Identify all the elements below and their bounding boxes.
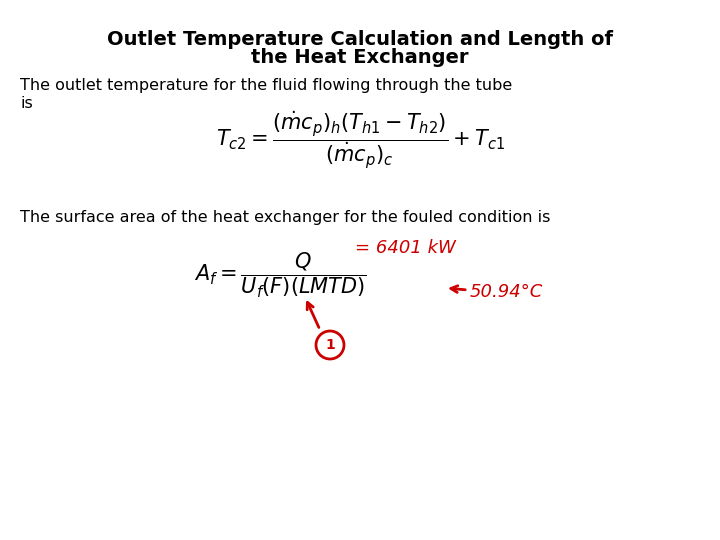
Text: Outlet Temperature Calculation and Length of: Outlet Temperature Calculation and Lengt… bbox=[107, 30, 613, 49]
Text: = 6401 kW: = 6401 kW bbox=[355, 239, 456, 257]
Text: 50.94°C: 50.94°C bbox=[470, 283, 544, 301]
Text: 1: 1 bbox=[325, 338, 335, 352]
Text: $A_f = \dfrac{Q}{U_f(F)(LMTD)}$: $A_f = \dfrac{Q}{U_f(F)(LMTD)}$ bbox=[194, 251, 366, 300]
Text: the Heat Exchanger: the Heat Exchanger bbox=[251, 48, 469, 67]
Text: $T_{c2} = \dfrac{(\dot{m}c_p)_h(T_{h1} - T_{h2})}{(\dot{m}c_p)_c} + T_{c1}$: $T_{c2} = \dfrac{(\dot{m}c_p)_h(T_{h1} -… bbox=[215, 110, 505, 171]
Text: is: is bbox=[20, 96, 32, 111]
Text: The outlet temperature for the fluid flowing through the tube: The outlet temperature for the fluid flo… bbox=[20, 78, 512, 93]
Text: The surface area of the heat exchanger for the fouled condition is: The surface area of the heat exchanger f… bbox=[20, 210, 550, 225]
